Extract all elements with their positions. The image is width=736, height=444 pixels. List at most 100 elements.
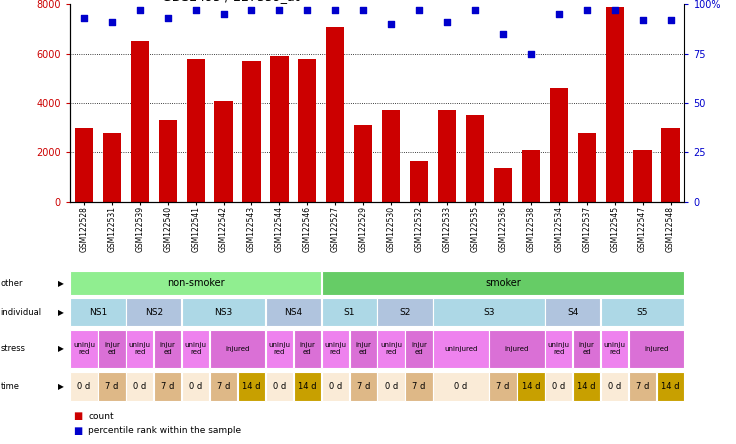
Text: 14 d: 14 d: [661, 382, 680, 391]
Bar: [434, 330, 489, 368]
Point: [246, 7, 258, 14]
Bar: [578, 133, 595, 202]
Bar: [298, 59, 316, 202]
Text: ▶: ▶: [58, 308, 64, 317]
Text: uninju
red: uninju red: [73, 342, 95, 356]
Text: S5: S5: [637, 308, 648, 317]
Bar: [294, 330, 321, 368]
Bar: [494, 168, 512, 202]
Point: [581, 7, 592, 14]
Bar: [70, 372, 98, 401]
Text: S2: S2: [400, 308, 411, 317]
Bar: [322, 271, 684, 295]
Text: 7 d: 7 d: [105, 382, 118, 391]
Bar: [322, 298, 377, 326]
Bar: [410, 161, 428, 202]
Text: NS3: NS3: [214, 308, 233, 317]
Point: [497, 31, 509, 38]
Point: [218, 11, 230, 18]
Text: 0 d: 0 d: [608, 382, 621, 391]
Bar: [350, 330, 377, 368]
Bar: [550, 88, 568, 202]
Text: NS2: NS2: [145, 308, 163, 317]
Bar: [70, 298, 126, 326]
Text: 7 d: 7 d: [161, 382, 174, 391]
Text: 0 d: 0 d: [552, 382, 565, 391]
Text: individual: individual: [1, 308, 42, 317]
Text: uninju
red: uninju red: [548, 342, 570, 356]
Text: 0 d: 0 d: [384, 382, 397, 391]
Text: NS1: NS1: [89, 308, 107, 317]
Bar: [238, 372, 265, 401]
Bar: [126, 372, 153, 401]
Point: [469, 7, 481, 14]
Bar: [657, 372, 684, 401]
Bar: [182, 298, 265, 326]
Text: ■: ■: [74, 412, 83, 421]
Point: [609, 7, 620, 14]
Point: [134, 7, 146, 14]
Bar: [378, 298, 433, 326]
Bar: [434, 298, 545, 326]
Bar: [406, 372, 433, 401]
Bar: [98, 330, 126, 368]
Text: 7 d: 7 d: [636, 382, 649, 391]
Bar: [126, 298, 181, 326]
Bar: [489, 330, 545, 368]
Bar: [601, 298, 684, 326]
Bar: [438, 111, 456, 202]
Text: 7 d: 7 d: [356, 382, 370, 391]
Bar: [601, 372, 629, 401]
Bar: [434, 372, 489, 401]
Bar: [210, 330, 265, 368]
Bar: [214, 100, 233, 202]
Text: stress: stress: [1, 345, 26, 353]
Text: uninju
red: uninju red: [129, 342, 151, 356]
Point: [302, 7, 314, 14]
Text: 7 d: 7 d: [217, 382, 230, 391]
Text: 14 d: 14 d: [522, 382, 540, 391]
Text: 7 d: 7 d: [412, 382, 426, 391]
Text: count: count: [88, 412, 114, 421]
Bar: [606, 7, 623, 202]
Text: uninjured: uninjured: [445, 346, 478, 352]
Bar: [629, 330, 684, 368]
Bar: [350, 372, 377, 401]
Bar: [266, 372, 293, 401]
Point: [78, 15, 90, 22]
Bar: [266, 330, 293, 368]
Text: ▶: ▶: [58, 278, 64, 288]
Bar: [210, 372, 237, 401]
Point: [274, 7, 286, 14]
Text: other: other: [1, 278, 24, 288]
Point: [190, 7, 202, 14]
Bar: [466, 115, 484, 202]
Text: 0 d: 0 d: [189, 382, 202, 391]
Bar: [70, 330, 98, 368]
Bar: [573, 372, 601, 401]
Text: injur
ed: injur ed: [300, 342, 315, 356]
Text: ■: ■: [74, 426, 83, 436]
Point: [413, 7, 425, 14]
Bar: [545, 330, 573, 368]
Bar: [326, 27, 344, 202]
Point: [106, 19, 118, 26]
Bar: [662, 128, 679, 202]
Bar: [545, 298, 601, 326]
Text: non-smoker: non-smoker: [167, 278, 224, 288]
Point: [441, 19, 453, 26]
Bar: [406, 330, 433, 368]
Bar: [354, 125, 372, 202]
Bar: [75, 128, 93, 202]
Bar: [634, 150, 651, 202]
Text: uninju
red: uninju red: [325, 342, 347, 356]
Text: injured: injured: [644, 346, 669, 352]
Text: injured: injured: [225, 346, 250, 352]
Text: uninju
red: uninju red: [604, 342, 626, 356]
Text: 0 d: 0 d: [133, 382, 146, 391]
Text: uninju
red: uninju red: [269, 342, 291, 356]
Bar: [186, 59, 205, 202]
Text: 0 d: 0 d: [454, 382, 467, 391]
Text: uninju
red: uninju red: [381, 342, 402, 356]
Text: uninju
red: uninju red: [185, 342, 207, 356]
